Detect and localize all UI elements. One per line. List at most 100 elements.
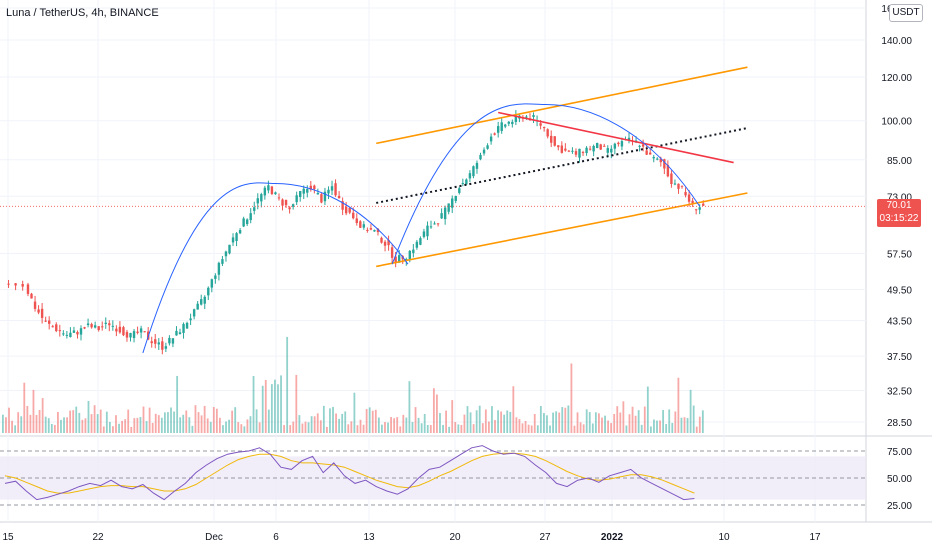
volume-bar [8,407,10,433]
volume-bar [411,421,414,433]
volume-bar [680,417,683,433]
candle-body [603,145,606,147]
candle-body [405,258,408,261]
volume-bar [543,413,545,433]
candle-body [479,154,482,160]
last-price-tag: 70.01 03:15:22 [877,199,921,227]
volume-bar [491,406,493,433]
candle-body [55,324,58,331]
volume-bar [689,389,692,433]
rsi-panel [0,445,866,506]
volume-bar [671,422,674,433]
candle-body [680,185,684,187]
time-tick-label: 27 [539,532,551,543]
volume-bar [594,412,597,433]
volume-bar [283,425,285,433]
volume-bar [93,405,96,433]
arc-right [391,103,701,265]
volume-bar [139,417,142,433]
volume-bar [99,409,102,433]
candle-body [539,123,542,126]
candle-body [694,209,698,211]
candle-body [373,230,376,232]
volume-bar [500,411,503,433]
volume-bar [582,424,585,433]
volume-bar [527,424,530,433]
volume-bar [142,406,145,433]
volume-bar [66,417,68,433]
volume-bar [112,426,114,433]
volume-bar [604,415,606,433]
volume-bar [243,426,246,433]
time-tick-label: 15 [2,532,14,543]
candle-body [164,346,168,349]
candle-body [302,188,305,194]
volume-bar [197,412,200,433]
channel-lower [376,192,748,268]
candle-body [253,207,256,211]
volume-bar [295,374,298,433]
candle-body [585,147,588,154]
volume-bar [634,415,637,433]
volume-bar [157,415,160,433]
candle-body [691,200,694,204]
volume-bar [203,405,206,433]
candle-body [136,331,139,333]
candle-body [472,166,475,177]
candle-body [40,308,44,318]
candle-body [641,144,645,147]
candle-body [415,241,419,248]
candle-body [352,212,355,219]
volume-bar [240,424,243,433]
volume-bar [451,400,454,433]
volume-bar [381,424,383,433]
candle-body [475,162,479,169]
volume-bar [179,417,182,433]
currency-button[interactable]: USDT [889,4,923,22]
candle-body [571,150,574,152]
last-price-value: 70.01 [886,200,912,211]
volume-bar [610,423,613,433]
volume-bar [264,379,267,433]
candle-body [500,122,503,131]
candle-body [532,115,535,117]
candle-body [316,192,320,195]
price-tick-label: 37.50 [887,352,912,363]
volume-bar [185,410,188,433]
volume-bar [628,414,631,433]
axes: 160.00140.00120.00100.0085.0073.0057.504… [2,4,912,543]
candle-body [192,309,196,317]
volume-bar [546,415,548,433]
volume-bar [228,419,230,433]
candle-body [397,255,401,263]
candle-body [93,325,97,328]
candle-body [196,303,199,310]
volume-bar [423,414,426,433]
volume-bar [301,423,304,433]
volume-bar [426,424,429,433]
price-tick-label: 120.00 [881,73,912,84]
volume-bar [75,406,78,433]
volume-bar [643,406,646,433]
candle-body [108,323,111,326]
candle-body [299,191,302,197]
volume-bar [313,416,316,433]
candle-body [122,327,125,336]
volume-bar [429,425,432,433]
volume-bar [167,412,169,433]
candle-body [26,284,30,294]
volume-bar [494,420,496,433]
candle-body [115,328,118,332]
volume-bar [215,408,218,433]
volume-bar [472,424,475,433]
time-tick-label: 10 [718,532,730,543]
drawings[interactable] [0,66,866,354]
volume-bar [231,410,234,433]
candle-body [348,207,351,213]
candle-body [260,194,263,202]
candle-body [567,150,571,152]
volume-bar [414,407,417,433]
candle-body [454,195,457,201]
candle-body [334,183,337,196]
